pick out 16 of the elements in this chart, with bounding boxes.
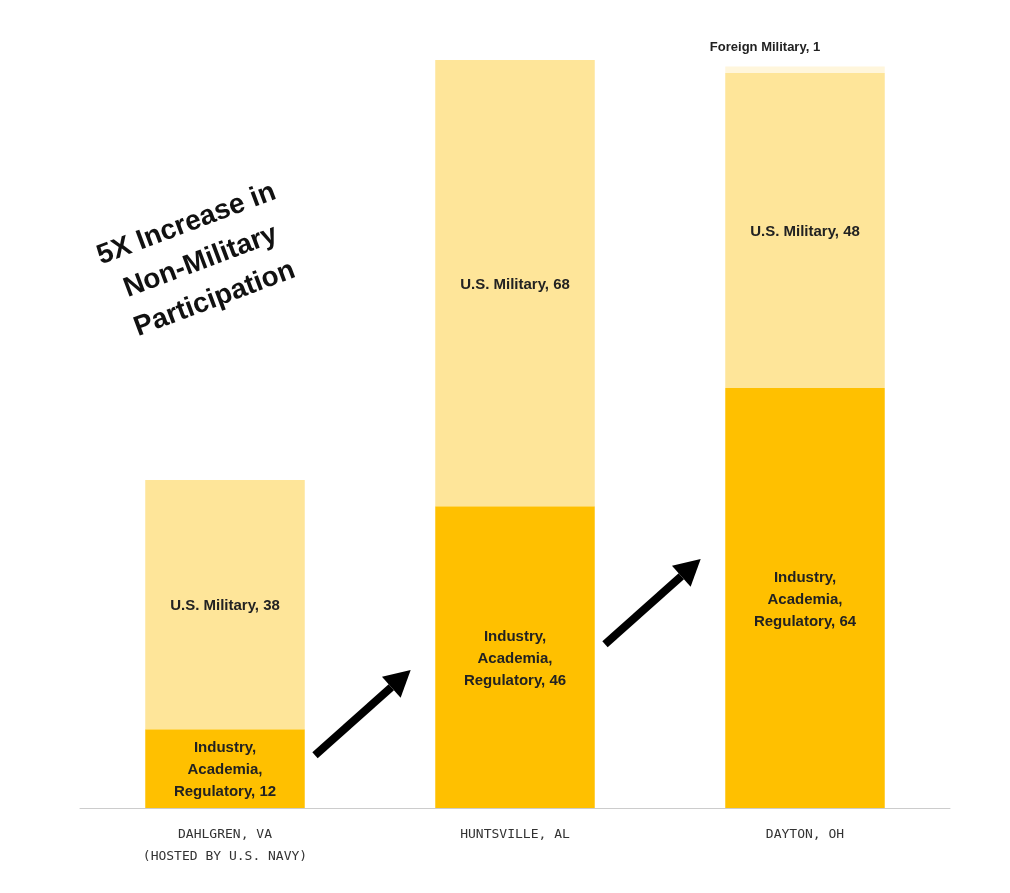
bar bbox=[435, 506, 595, 808]
bar bbox=[725, 73, 885, 389]
x-tick-label: DAYTON, OH bbox=[765, 825, 845, 841]
bar bbox=[435, 60, 595, 507]
bar bbox=[145, 479, 305, 730]
data-label: U.S. Military, 38 bbox=[170, 596, 280, 614]
data-label: Industry, Academia, Regulatory, 12 bbox=[173, 738, 277, 800]
bar bbox=[725, 388, 885, 808]
data-label: U.S. Military, 48 bbox=[750, 222, 860, 240]
data-label: U.S. Military, 68 bbox=[460, 274, 570, 292]
x-tick-label: HUNTSVILLE, AL bbox=[460, 825, 570, 841]
data-label: Foreign Military, 1 bbox=[709, 39, 821, 55]
bar bbox=[725, 66, 885, 74]
data-label: Industry, Academia, Regulatory, 64 bbox=[753, 567, 857, 629]
data-label: Industry, Academia, Regulatory, 46 bbox=[463, 626, 567, 688]
x-tick-label: DAHLGREN, VA (HOSTED BY U.S. NAVY) bbox=[142, 825, 308, 863]
